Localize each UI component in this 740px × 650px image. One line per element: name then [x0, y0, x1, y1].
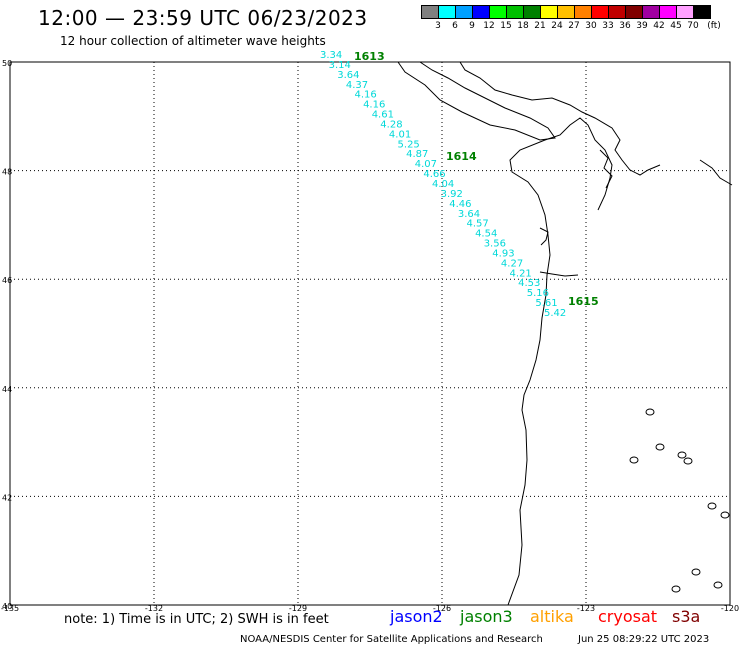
vancouver-island-coast [397, 61, 556, 141]
willapa-bay [539, 227, 549, 246]
inland-lake [699, 159, 733, 186]
lake-outline [655, 443, 665, 451]
scale-label: 12 [483, 21, 495, 31]
swh-value: 4.57 [466, 219, 488, 230]
scale-label: 18 [517, 21, 529, 31]
scale-label: 70 [687, 21, 699, 31]
swh-value: 4.28 [380, 119, 402, 130]
swh-value: 3.34 [320, 50, 342, 61]
lon-label: -135 [1, 604, 19, 613]
swh-value: 3.56 [484, 239, 506, 250]
lake-outline [713, 581, 723, 589]
swh-value: 5.25 [398, 139, 420, 150]
scale-label: 36 [619, 21, 631, 31]
satellite-s3a: s3a [672, 607, 701, 626]
scale-label: 15 [500, 21, 512, 31]
lat-label: 40 [2, 602, 12, 611]
pass-label: 1613 [354, 50, 385, 63]
color-scale-labels: 3 6 9 12 15 18 21 24 27 30 33 36 39 42 45 70 (ft) [421, 21, 740, 33]
swh-value: 4.61 [372, 110, 394, 121]
swh-value: 3.64 [337, 70, 359, 81]
lake-outline [677, 451, 687, 459]
satellite-cryosat: cryosat [598, 607, 658, 626]
swh-value: 4.16 [354, 90, 376, 101]
swh-value: 4.04 [432, 179, 454, 190]
swh-value: 4.07 [415, 159, 437, 170]
scale-swatch [693, 5, 711, 19]
scale-label: (ft) [707, 21, 721, 31]
satellite-jason2: jason2 [390, 607, 443, 626]
lake-outline [707, 502, 717, 510]
lon-label: -129 [289, 604, 307, 613]
scale-label: 21 [534, 21, 546, 31]
swh-value: 4.53 [518, 278, 540, 289]
lat-label: 42 [2, 493, 12, 502]
scale-label: 42 [653, 21, 665, 31]
scale-label: 9 [469, 21, 475, 31]
lon-label: -126 [433, 604, 451, 613]
note-text: note: 1) Time is in UTC; 2) SWH is in fe… [64, 612, 329, 627]
pass-label: 1614 [446, 150, 477, 163]
swh-value: 4.01 [389, 129, 411, 140]
scale-label: 3 [435, 21, 441, 31]
lake-outline [645, 408, 655, 416]
lat-label: 46 [2, 276, 12, 285]
swh-value: 4.16 [363, 100, 385, 111]
footer-credit: NOAA/NESDIS Center for Satellite Applica… [240, 634, 543, 645]
columbia-river [539, 271, 579, 277]
lat-label: 48 [2, 168, 12, 177]
swh-value: 4.93 [492, 248, 514, 259]
mainland-coast [459, 61, 661, 176]
lake-outline [691, 568, 701, 576]
swh-value: 4.27 [501, 258, 523, 269]
swh-value: 4.66 [423, 169, 445, 180]
coastline [507, 117, 613, 606]
swh-value: 3.92 [441, 189, 463, 200]
scale-label: 27 [568, 21, 580, 31]
lat-label: 50 [2, 59, 12, 68]
swh-value: 5.42 [544, 308, 566, 319]
satellite-jason3: jason3 [460, 607, 513, 626]
swh-value: 4.21 [510, 268, 532, 279]
lon-label: -123 [577, 604, 595, 613]
swh-value: 4.54 [475, 229, 497, 240]
map-title: 12:00 — 23:59 UTC 06/23/2023 [38, 6, 368, 30]
footer-timestamp: Jun 25 08:29:22 UTC 2023 [578, 634, 710, 645]
scale-label: 6 [452, 21, 458, 31]
scale-label: 45 [670, 21, 682, 31]
swh-value: 4.46 [449, 199, 471, 210]
scale-label: 33 [602, 21, 614, 31]
swh-value: 3.14 [329, 60, 351, 71]
swh-value: 3.64 [458, 209, 480, 220]
lake-outline [683, 457, 693, 465]
lake-outline [671, 585, 681, 593]
map-subtitle: 12 hour collection of altimeter wave hei… [60, 34, 326, 48]
swh-value: 5.61 [535, 298, 557, 309]
lon-label: -120 [721, 604, 739, 613]
pass-label: 1615 [568, 295, 599, 308]
color-scale-legend [421, 5, 711, 19]
lake-outline [629, 456, 639, 464]
swh-value: 4.37 [346, 80, 368, 91]
swh-value: 4.87 [406, 149, 428, 160]
satellite-altika: altika [530, 607, 574, 626]
scale-label: 39 [636, 21, 648, 31]
map-frame [9, 61, 731, 606]
swh-value: 5.16 [527, 288, 549, 299]
lat-label: 44 [2, 385, 12, 394]
puget-sound [599, 149, 613, 189]
lake-outline [720, 511, 730, 519]
lon-label: -132 [145, 604, 163, 613]
scale-label: 24 [551, 21, 563, 31]
scale-label: 30 [585, 21, 597, 31]
